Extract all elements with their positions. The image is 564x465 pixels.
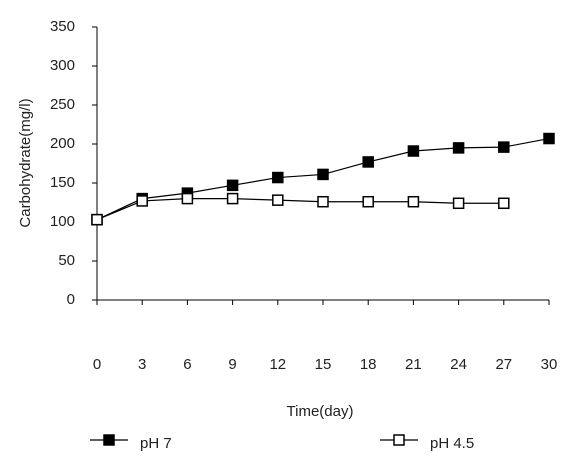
- x-tick-label: 12: [269, 356, 286, 373]
- x-tick-label: 21: [405, 356, 422, 373]
- marker: [407, 195, 420, 208]
- y-tick-label: 200: [50, 135, 75, 152]
- x-tick-label: 0: [93, 356, 101, 373]
- x-tick-label: 6: [183, 356, 191, 373]
- y-tick-label: 50: [58, 252, 75, 269]
- y-tick-label: 300: [50, 57, 75, 74]
- y-tick-label: 100: [50, 213, 75, 230]
- marker: [317, 168, 329, 181]
- marker: [543, 132, 555, 145]
- legend-label: pH 4.5: [430, 435, 474, 452]
- marker: [498, 197, 510, 210]
- marker: [362, 156, 374, 168]
- x-tick-label: 27: [495, 356, 512, 373]
- marker: [317, 195, 329, 208]
- legend-marker: [103, 434, 115, 446]
- marker: [272, 194, 284, 206]
- marker: [362, 195, 374, 208]
- legend-label: pH 7: [140, 435, 172, 452]
- x-tick-label: 30: [541, 356, 558, 373]
- marker: [226, 179, 239, 192]
- x-tick-label: 9: [228, 356, 236, 373]
- y-tick-label: 350: [50, 18, 75, 35]
- x-tick-label: 24: [450, 356, 467, 373]
- y-axis-label: Carbohydrate(mg/l): [17, 98, 34, 227]
- series-line: [96, 198, 504, 221]
- x-tick-label: 18: [360, 356, 377, 373]
- marker: [136, 195, 148, 207]
- marker: [181, 192, 194, 205]
- marker: [272, 171, 284, 184]
- y-tick-label: 150: [50, 174, 75, 191]
- marker: [226, 192, 239, 205]
- y-tick-label: 250: [50, 96, 75, 113]
- marker: [407, 145, 420, 157]
- y-tick-label: 0: [67, 291, 75, 308]
- legend-marker: [393, 434, 405, 446]
- x-axis-label: Time(day): [287, 403, 354, 420]
- marker: [452, 142, 465, 154]
- x-tick-label: 15: [315, 356, 332, 373]
- x-tick-label: 3: [138, 356, 146, 373]
- marker: [498, 141, 510, 153]
- marker: [91, 213, 103, 226]
- marker: [452, 197, 465, 210]
